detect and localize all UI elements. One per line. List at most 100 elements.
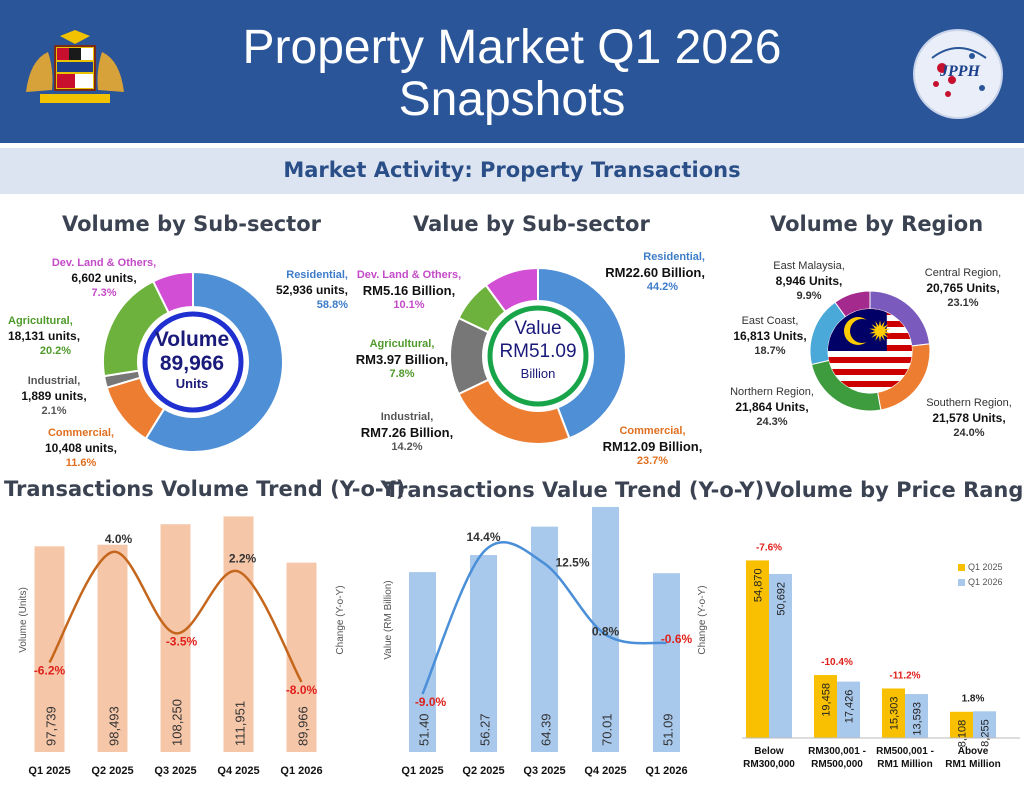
bar-2 (470, 555, 497, 752)
region-donut (809, 290, 931, 412)
coat-of-arms-icon (26, 30, 124, 103)
change-label-3: -3.5% (166, 634, 198, 648)
bar-3 (160, 524, 191, 752)
change-label-3: 12.5% (555, 556, 589, 570)
bar-value-label-3: 64.39 (539, 713, 554, 746)
x-tick-label-1: Q1 2025 (28, 765, 70, 777)
bar-q1-2026-2 (837, 681, 860, 738)
x-tick-label-5: Q1 2026 (645, 765, 687, 777)
change-label-4: 2.2% (229, 552, 257, 566)
donut3-label-central: Central Region, 20,765 Units, 23.1% (924, 267, 1002, 309)
bar-value-label-2: 98,493 (107, 706, 122, 746)
header-banner: Property Market Q1 2026 Snapshots JPPH (0, 0, 1024, 143)
donut1-label-agricultural: Agricultural, 18,131 units, 20.2% (8, 315, 81, 357)
value-trend-chart: 51.40 Q1 2025 56.27 Q2 2025 64.39 Q3 2025 70.0… (383, 506, 708, 777)
x-tick-label-4: Q4 2025 (217, 765, 259, 777)
bar-value-label-q1-2025-4: 8,108 (957, 720, 969, 748)
price-range-chart: 54,870 50,692 -7.6% Below RM300,000 19,458 17,… (742, 542, 1020, 770)
change-label-5: -8.0% (286, 683, 318, 697)
change-line (421, 541, 667, 695)
donut-slice-residential (144, 270, 284, 453)
x-tick-label-3-line-1: RM500,001 - (876, 746, 934, 757)
malaysia-flag-icon (828, 309, 912, 393)
donut-center-disc (140, 309, 246, 415)
donut2-label-residential: Residential, RM22.60 Billion, 44.2% (605, 251, 705, 293)
donut2-center-label: Value (514, 318, 562, 339)
subheader-title: Market Activity: Property Transactions (283, 158, 741, 182)
price-range-title: Volume by Price Range (765, 478, 1024, 502)
donut1-label-residential: Residential, 52,936 units, 58.8% (275, 269, 348, 311)
x-tick-label-4-line-1: Above (958, 746, 989, 757)
bar-q1-2026-1 (769, 573, 792, 738)
page-title: Property Market Q1 2026 Snapshots (150, 22, 874, 126)
donut-slice-residential (537, 266, 627, 440)
donut2-label-devland: Dev. Land & Others, RM5.16 Billion, 10.1… (356, 269, 462, 311)
value-subsector-donut (449, 266, 627, 445)
y-axis-label: Volume (Units) (18, 587, 29, 653)
change-label-4: 1.8% (962, 693, 985, 704)
bar-value-label-1: 97,739 (44, 706, 59, 746)
volume-subsector-donut (102, 270, 284, 453)
x-tick-label-1: Q1 2025 (401, 765, 443, 777)
bar-value-label-q1-2026-3: 13,593 (912, 702, 924, 736)
bar-4 (223, 516, 254, 752)
y2-axis-label: Change (Y-o-Y) (697, 585, 708, 654)
bar-value-label-q1-2025-2: 19,458 (821, 683, 833, 717)
value-trend-title: Transactions Value Trend (Y-o-Y) (385, 478, 765, 502)
y-axis-label: Value (RM Billion) (383, 580, 394, 659)
bar-value-label-2: 56.27 (478, 713, 493, 746)
donut1-label-commercial: Commercial, 10,408 units, 11.6% (44, 427, 118, 469)
change-label-3: -11.2% (889, 670, 920, 681)
x-tick-label-2-line-1: RM300,001 - (808, 746, 866, 757)
change-label-4: 0.8% (592, 625, 620, 639)
bar-value-label-q1-2025-3: 15,303 (889, 696, 901, 730)
x-tick-label-1-line-1: Below (754, 746, 784, 757)
donut3-label-northern: Northern Region, 21,864 Units, 24.3% (730, 386, 814, 428)
bar-5 (286, 562, 317, 752)
volume-by-subsector-title: Volume by Sub-sector (62, 212, 321, 236)
bar-1 (409, 572, 436, 752)
bar-q1-2026-3 (905, 694, 928, 738)
bar-value-label-3: 108,250 (170, 699, 185, 746)
legend-q1-2026: Q1 2026 (958, 577, 1003, 587)
bar-q1-2025-1 (746, 560, 769, 738)
x-tick-label-4-line-2: RM1 Million (945, 759, 1001, 770)
donut3-label-southern: Southern Region, 21,578 Units, 24.0% (926, 397, 1012, 439)
donut2-center-unit: Billion (520, 366, 556, 381)
bar-q1-2026-4 (973, 711, 996, 738)
donut-slice-devland (151, 270, 194, 315)
bar-4 (592, 506, 619, 752)
x-tick-label-1-line-2: RM300,000 (743, 759, 795, 770)
x-tick-label-3-line-2: RM1 Million (877, 759, 933, 770)
donut1-center-unit: Units (175, 376, 209, 391)
change-label-2: -10.4% (821, 657, 853, 668)
donut-center-disc (485, 303, 591, 409)
x-tick-label-3: Q3 2025 (523, 765, 565, 777)
bar-value-label-q1-2026-1: 50,692 (776, 582, 788, 616)
legend-q1-2025: Q1 2025 (958, 562, 1003, 572)
x-tick-label-2: Q2 2025 (91, 765, 133, 777)
bar-q1-2025-4 (950, 711, 973, 738)
legend-swatch-q1-2025 (958, 564, 965, 572)
change-label-1: -6.2% (34, 664, 66, 678)
donut1-label-industrial: Industrial, 1,889 units, 2.1% (21, 375, 87, 417)
bar-1 (34, 546, 65, 752)
donut3-label-east-coast: East Coast, 16,813 Units, 18.7% (733, 315, 807, 357)
donut2-label-commercial: Commercial, RM12.09 Billion, 23.7% (602, 425, 703, 467)
bar-value-label-q1-2026-2: 17,426 (844, 690, 856, 724)
value-by-subsector-title: Value by Sub-sector (413, 212, 650, 236)
bar-q1-2025-2 (814, 675, 837, 738)
x-tick-label-5: Q1 2026 (280, 765, 322, 777)
change-line (48, 550, 303, 683)
donut-center-ring (487, 305, 589, 407)
title-line-2: Snapshots (398, 73, 626, 126)
change-label-2: 14.4% (466, 530, 500, 544)
bar-q1-2025-3 (882, 688, 905, 738)
donut-slice-devland (484, 266, 539, 314)
donut2-label-agricultural: Agricultural, RM3.97 Billion, 7.8% (355, 338, 449, 380)
donut2-center-value: RM51.09 (499, 341, 577, 362)
x-tick-label-3: Q3 2025 (154, 765, 196, 777)
change-label-5: -0.6% (661, 632, 693, 646)
bar-5 (653, 573, 680, 752)
bar-value-label-5: 89,966 (296, 706, 311, 746)
